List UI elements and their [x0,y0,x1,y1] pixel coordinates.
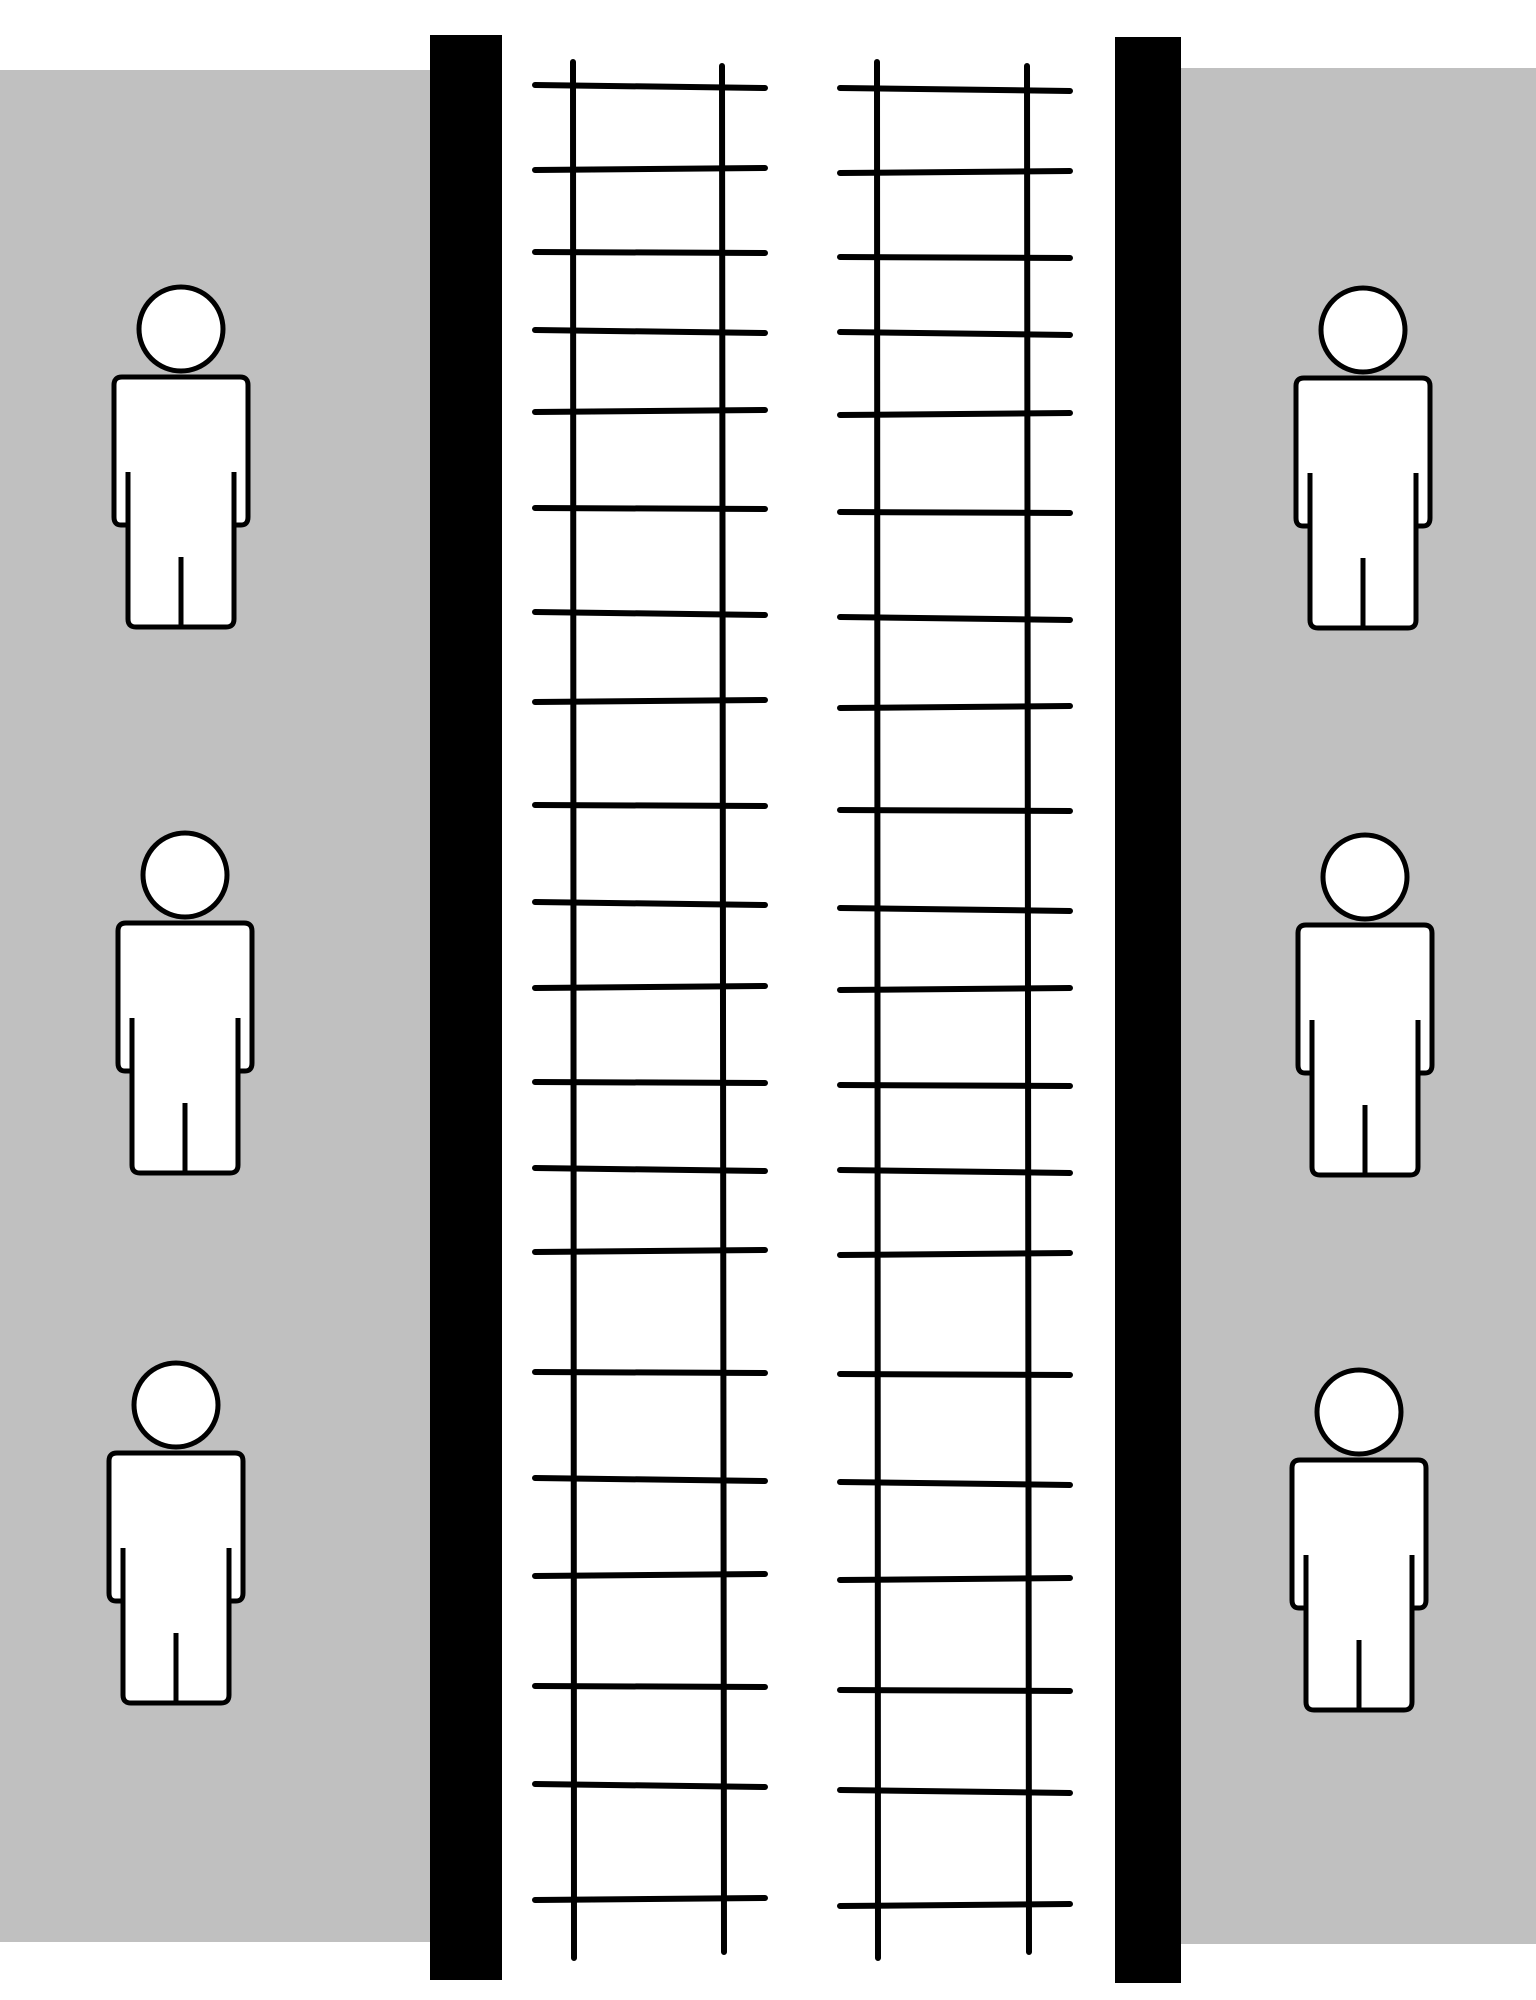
left-platform-person [115,830,255,1176]
person-head [1320,832,1410,922]
person-head [136,284,226,374]
track-right-sleeper [837,329,1073,338]
right-platform-person [1295,832,1435,1178]
track-right-rail-2 [1024,63,1032,1955]
track-right-rail-1 [874,59,881,1961]
person-icon [111,374,251,630]
left-platform-person [106,1360,246,1706]
person-head [1314,1367,1404,1457]
track-left-rail-2 [719,63,727,1955]
track-left [532,59,768,1961]
track-right-sleeper [837,1167,1073,1176]
track-left-sleeper [532,82,768,91]
track-right-sleeper [837,1250,1073,1258]
track-right-sleeper [837,85,1073,94]
person-head [131,1360,221,1450]
left-platform-edge [430,35,502,1980]
right-platform-person [1293,285,1433,631]
person-icon [1295,922,1435,1178]
person-head [140,830,230,920]
track-left-sleeper [532,697,768,705]
track-left-sleeper [532,1079,768,1086]
people-group [106,284,1435,1713]
track-right-sleeper [837,807,1073,814]
person-head [1318,285,1408,375]
left-platform-person [111,284,251,630]
track-left-sleeper [532,802,768,809]
track-left-sleeper [532,165,768,173]
track-left-sleeper [532,249,768,256]
person-icon [1289,1457,1429,1713]
right-platform-edge [1115,37,1181,1983]
track-left-sleeper [532,1369,768,1376]
track-left-sleeper [532,1895,768,1903]
track-left-sleeper [532,983,768,991]
track-left-sleeper [532,1683,768,1690]
track-right-sleeper [837,254,1073,261]
track-left-sleeper [532,407,768,415]
track-right-sleeper [837,1901,1073,1909]
track-right-sleeper [837,703,1073,711]
track-right-sleeper [837,905,1073,914]
track-left-sleeper [532,1475,768,1484]
person-icon [1293,375,1433,631]
track-left-sleeper [532,609,768,618]
track-left-sleeper [532,327,768,336]
track-right-sleeper [837,1575,1073,1583]
track-right-sleeper [837,614,1073,623]
track-right-sleeper [837,509,1073,516]
track-right-sleeper [837,1787,1073,1796]
track-left-sleeper [532,899,768,908]
track-right-sleeper [837,168,1073,176]
track-right-sleeper [837,1082,1073,1089]
track-left-sleeper [532,1165,768,1174]
track-left-sleeper [532,1571,768,1579]
track-right-sleeper [837,410,1073,418]
track-left-sleeper [532,1781,768,1790]
track-left-rail-1 [570,59,577,1961]
track-right-sleeper [837,985,1073,993]
track-left-sleeper [532,505,768,512]
person-icon [106,1450,246,1706]
person-icon [115,920,255,1176]
track-right-sleeper [837,1687,1073,1694]
track-right-sleeper [837,1371,1073,1378]
track-left-sleeper [532,1247,768,1255]
track-right [837,59,1073,1961]
right-platform-person [1289,1367,1429,1713]
track-right-sleeper [837,1479,1073,1488]
